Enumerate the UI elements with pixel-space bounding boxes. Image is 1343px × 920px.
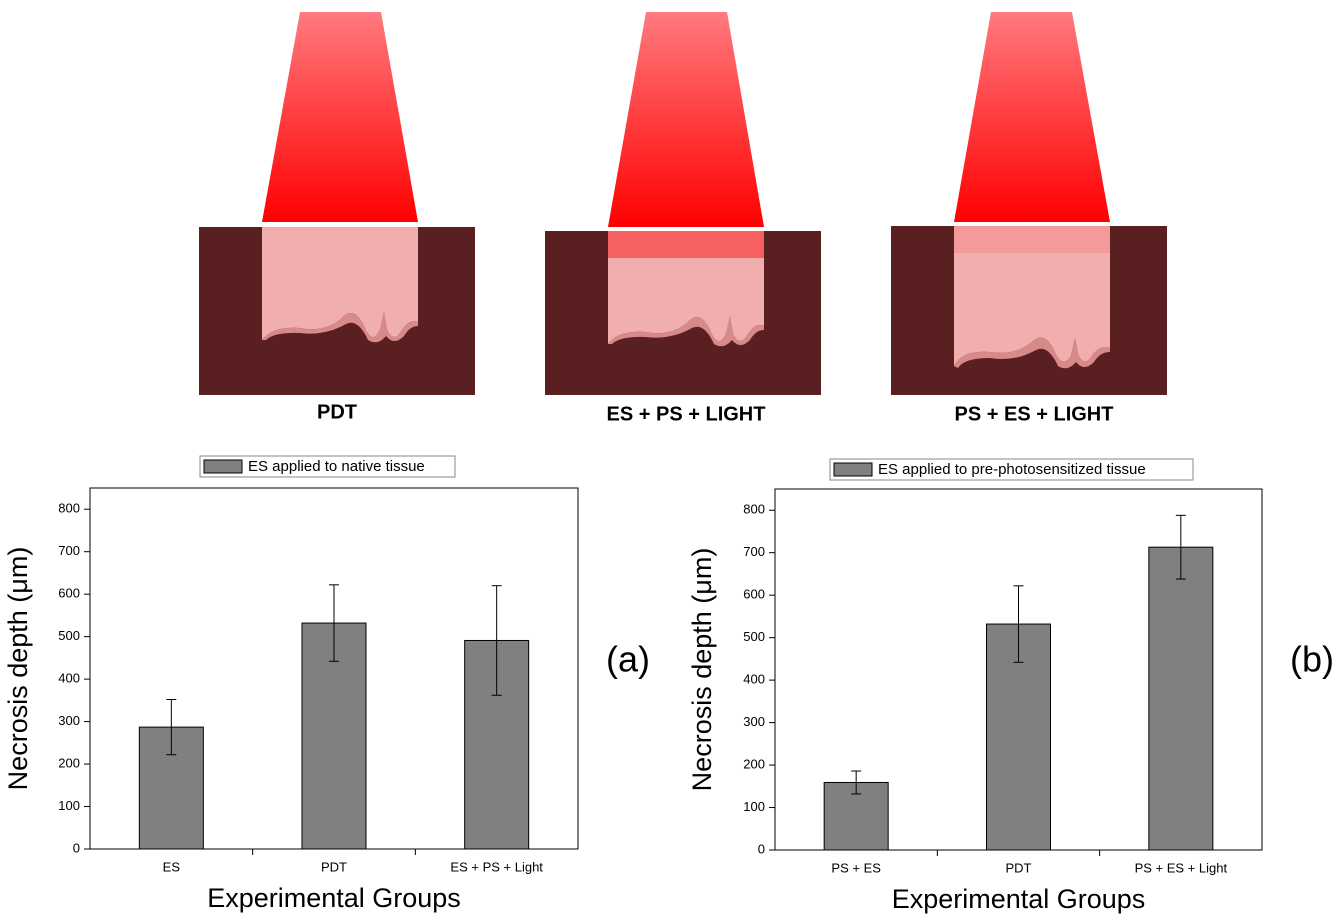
y-tick-label: 600 bbox=[58, 586, 80, 601]
y-tick-label: 300 bbox=[58, 713, 80, 728]
diagram-es-ps-light: ES + PS + LIGHT bbox=[545, 12, 821, 425]
y-tick-label: 400 bbox=[58, 671, 80, 686]
x-axis-label: Experimental Groups bbox=[892, 884, 1146, 914]
panel-label: (a) bbox=[606, 639, 650, 680]
x-tick-label: PS + ES + Light bbox=[1135, 860, 1228, 875]
y-axis-label: Necrosis depth (μm) bbox=[687, 548, 717, 792]
x-tick-label: ES + PS + Light bbox=[450, 859, 543, 874]
legend-label: ES applied to native tissue bbox=[248, 458, 425, 475]
y-tick-label: 700 bbox=[58, 543, 80, 558]
y-axis-label: Necrosis depth (μm) bbox=[3, 547, 33, 791]
y-tick-label: 200 bbox=[743, 756, 765, 771]
x-tick-label: PS + ES bbox=[831, 860, 881, 875]
legend-swatch bbox=[204, 460, 242, 473]
diagram-label: PDT bbox=[317, 401, 357, 423]
bar bbox=[1149, 547, 1213, 850]
y-tick-label: 0 bbox=[73, 840, 80, 855]
y-tick-label: 700 bbox=[743, 544, 765, 559]
panel-label: (b) bbox=[1290, 639, 1334, 680]
y-tick-label: 100 bbox=[743, 799, 765, 814]
diagram-pdt: PDT bbox=[199, 12, 475, 423]
x-tick-label: PDT bbox=[1006, 860, 1032, 875]
diagram-label: PS + ES + LIGHT bbox=[955, 403, 1114, 425]
diagram-ps-es-light: PS + ES + LIGHT bbox=[891, 12, 1167, 425]
y-tick-label: 0 bbox=[758, 841, 765, 856]
figure: PDT ES + PS + LIGHT PS + ES + LIGHT 0 100… bbox=[0, 0, 1343, 915]
legend-label: ES applied to pre-photosensitized tissue bbox=[878, 461, 1146, 478]
y-tick-label: 500 bbox=[58, 628, 80, 643]
diagram-label: ES + PS + LIGHT bbox=[607, 403, 766, 425]
x-tick-label: ES bbox=[163, 859, 181, 874]
y-tick-label: 800 bbox=[58, 501, 80, 516]
y-tick-label: 600 bbox=[743, 587, 765, 602]
x-axis-label: Experimental Groups bbox=[207, 883, 461, 913]
y-tick-label: 100 bbox=[58, 798, 80, 813]
y-tick-label: 400 bbox=[743, 672, 765, 687]
y-tick-label: 500 bbox=[743, 629, 765, 644]
y-tick-label: 800 bbox=[743, 502, 765, 517]
legend-swatch bbox=[834, 463, 872, 476]
y-tick-label: 200 bbox=[58, 755, 80, 770]
page: PDT ES + PS + LIGHT PS + ES + LIGHT 0 100… bbox=[0, 0, 1343, 920]
y-tick-label: 300 bbox=[743, 714, 765, 729]
x-tick-label: PDT bbox=[321, 859, 347, 874]
